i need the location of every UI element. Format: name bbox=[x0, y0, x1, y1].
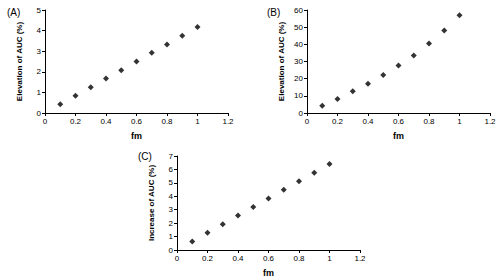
svg-text:1.2: 1.2 bbox=[222, 117, 234, 126]
svg-text:Elevation of AUC (%): Elevation of AUC (%) bbox=[277, 22, 286, 102]
svg-text:7: 7 bbox=[169, 152, 174, 161]
svg-text:6: 6 bbox=[169, 165, 174, 174]
svg-text:5: 5 bbox=[169, 178, 174, 187]
svg-text:0: 0 bbox=[175, 254, 180, 263]
svg-text:1: 1 bbox=[169, 232, 174, 241]
svg-text:0: 0 bbox=[169, 246, 174, 255]
svg-text:(A): (A) bbox=[7, 7, 20, 18]
svg-text:3: 3 bbox=[37, 47, 42, 56]
svg-text:50: 50 bbox=[294, 23, 303, 32]
svg-text:5: 5 bbox=[37, 6, 42, 15]
svg-text:0: 0 bbox=[43, 117, 48, 126]
svg-text:0.2: 0.2 bbox=[70, 117, 82, 126]
svg-text:60: 60 bbox=[294, 6, 303, 15]
svg-text:1: 1 bbox=[327, 254, 332, 263]
svg-text:1: 1 bbox=[195, 117, 200, 126]
svg-text:fm: fm bbox=[131, 131, 142, 141]
svg-text:0.2: 0.2 bbox=[332, 117, 344, 126]
svg-text:0: 0 bbox=[299, 109, 304, 118]
svg-text:0.6: 0.6 bbox=[263, 254, 275, 263]
svg-text:1: 1 bbox=[457, 117, 462, 126]
svg-text:0.4: 0.4 bbox=[100, 117, 112, 126]
svg-text:3: 3 bbox=[169, 205, 174, 214]
svg-text:20: 20 bbox=[294, 74, 303, 83]
svg-text:0.8: 0.8 bbox=[161, 117, 173, 126]
svg-text:40: 40 bbox=[294, 40, 303, 49]
svg-text:2: 2 bbox=[37, 67, 42, 76]
svg-text:0.2: 0.2 bbox=[202, 254, 214, 263]
svg-text:0.6: 0.6 bbox=[393, 117, 405, 126]
svg-text:4: 4 bbox=[37, 26, 42, 35]
svg-text:0: 0 bbox=[305, 117, 310, 126]
svg-text:4: 4 bbox=[169, 192, 174, 201]
svg-text:0.6: 0.6 bbox=[131, 117, 143, 126]
svg-text:1.2: 1.2 bbox=[354, 254, 366, 263]
svg-text:0.4: 0.4 bbox=[232, 254, 244, 263]
svg-text:0.4: 0.4 bbox=[362, 117, 374, 126]
svg-text:1: 1 bbox=[37, 88, 42, 97]
svg-text:fm: fm bbox=[393, 131, 404, 141]
svg-text:0: 0 bbox=[37, 109, 42, 118]
svg-text:0.8: 0.8 bbox=[293, 254, 305, 263]
svg-text:30: 30 bbox=[294, 57, 303, 66]
svg-text:(C): (C) bbox=[138, 151, 152, 162]
svg-text:2: 2 bbox=[169, 219, 174, 228]
svg-text:fm: fm bbox=[263, 268, 274, 278]
svg-text:10: 10 bbox=[294, 91, 303, 100]
svg-text:Increase of AUC (%): Increase of AUC (%) bbox=[147, 165, 156, 242]
svg-text:Elevation of AUC (%): Elevation of AUC (%) bbox=[15, 22, 24, 102]
svg-text:0.8: 0.8 bbox=[423, 117, 435, 126]
svg-text:1.2: 1.2 bbox=[484, 117, 496, 126]
svg-text:(B): (B) bbox=[267, 7, 280, 18]
